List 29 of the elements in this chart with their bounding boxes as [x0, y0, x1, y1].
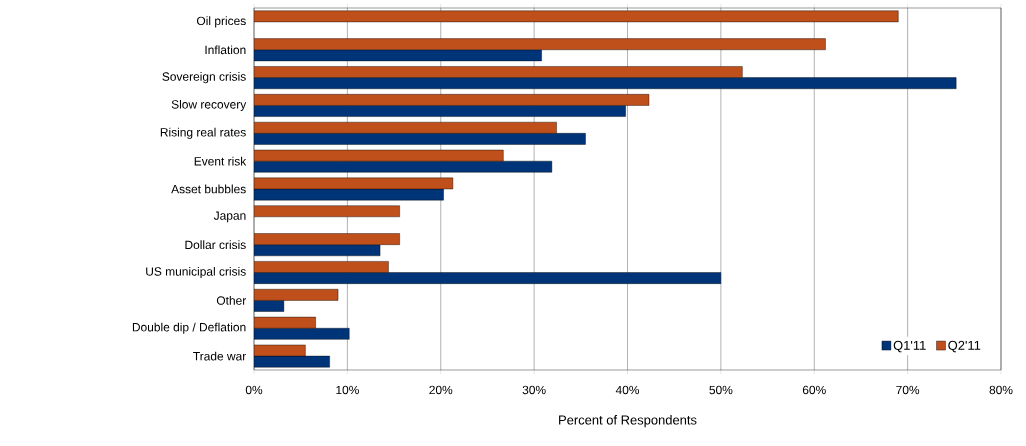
x-tick-label: 50% [709, 385, 733, 395]
y-tick-label: Asset bubbles [171, 184, 246, 194]
legend-label: Q2'11 [948, 340, 981, 353]
y-tick-label: Other [216, 295, 247, 305]
y-tick-label: Rising real rates [160, 127, 246, 139]
y-tick-label: Sovereign crisis [162, 72, 246, 84]
bar [254, 38, 826, 50]
y-tick-label: US municipal crisis [146, 266, 246, 279]
bar [254, 77, 957, 89]
x-tick-label: 60% [802, 385, 826, 395]
y-tick-label: Japan [213, 211, 246, 223]
y-tick-label: Slow recovery [171, 99, 247, 112]
y-tick-label: Oil prices [196, 16, 246, 28]
x-tick-label: 20% [429, 385, 453, 395]
x-axis-title: Percent of Respondents [559, 415, 697, 428]
y-tick-label: Event risk [194, 156, 247, 166]
y-tick-label: Trade war [193, 351, 247, 361]
x-tick-label: 10% [336, 385, 359, 395]
y-tick-label: Inflation [205, 45, 246, 55]
x-tick-label: 80% [989, 385, 1013, 395]
legend-label: Q1'11 [893, 340, 926, 353]
bar [254, 10, 899, 23]
y-tick-label: Dollar crisis [185, 240, 246, 250]
y-tick-label: Double dip / Deflation [132, 322, 246, 334]
bar [254, 66, 743, 78]
x-tick-label: 30% [522, 385, 546, 395]
x-tick-label: 70% [896, 385, 920, 395]
x-tick-label: 0% [245, 385, 263, 395]
x-tick-label: 40% [615, 385, 640, 395]
